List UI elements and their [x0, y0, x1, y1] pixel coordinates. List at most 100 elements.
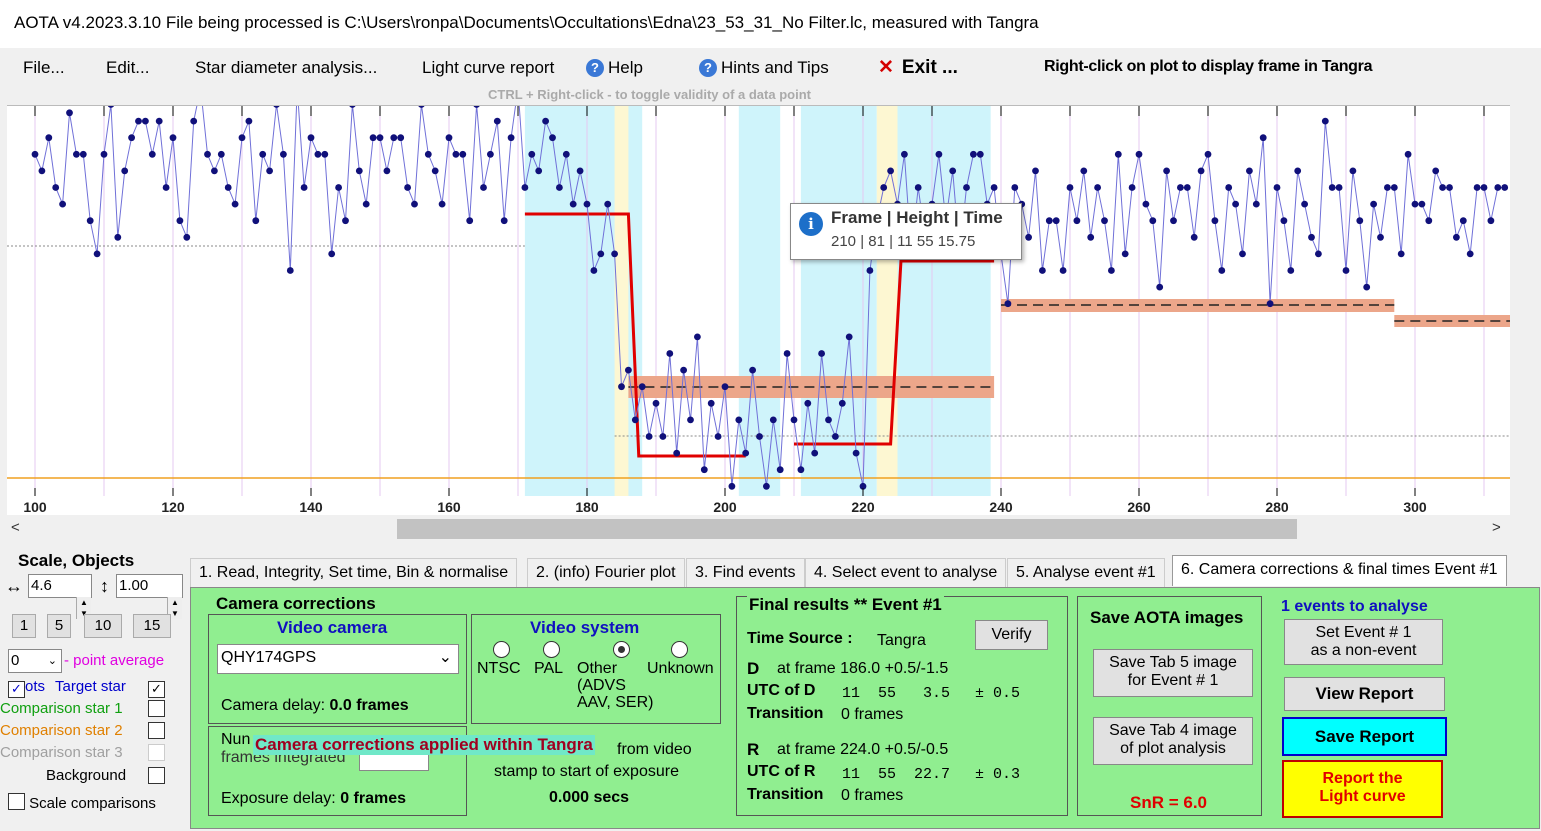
checkbox[interactable]: [148, 767, 165, 784]
camera-delay-label: Camera delay:: [221, 697, 326, 714]
tab-find-events[interactable]: 3. Find events: [686, 558, 805, 587]
data-point: [259, 150, 267, 158]
background-checkbox[interactable]: [148, 767, 165, 786]
data-point: [1163, 167, 1170, 175]
tab-fourier[interactable]: 2. (info) Fourier plot: [527, 558, 685, 587]
x-tick-label: 120: [161, 499, 185, 515]
data-point: [183, 233, 191, 241]
d-fit-line: [524, 212, 746, 458]
comparison-star-2-checkbox[interactable]: [148, 722, 165, 741]
tab-select-event[interactable]: 4. Select event to analyse: [805, 558, 1007, 587]
comparison-star-1-checkbox[interactable]: [148, 700, 165, 719]
checkbox[interactable]: [148, 722, 165, 739]
tab-read-integrity[interactable]: 1. Read, Integrity, Set time, Bin & norm…: [190, 558, 518, 587]
horizontal-scale-spinner[interactable]: 4.6 ▲▼: [28, 574, 92, 619]
data-point: [1177, 184, 1184, 191]
data-point: [1404, 150, 1412, 158]
scroll-right-icon[interactable]: >: [1492, 519, 1501, 536]
menu-help[interactable]: ? Help: [586, 58, 643, 78]
close-icon: ✕: [878, 57, 894, 78]
menu-star-diameter[interactable]: Star diameter analysis...: [195, 58, 378, 77]
point-average-select[interactable]: 0 ⌄: [8, 649, 62, 673]
radio-unknown[interactable]: [671, 641, 688, 662]
comparison-star-2-label: Comparison star 2: [0, 722, 123, 739]
menu-light-curve-report[interactable]: Light curve report: [422, 58, 555, 77]
scroll-left-icon[interactable]: <: [11, 519, 20, 536]
set-non-event-button[interactable]: Set Event # 1 as a non-event: [1284, 619, 1443, 665]
data-point: [1114, 150, 1122, 158]
scale-comparisons-checkbox[interactable]: [8, 793, 25, 810]
checkbox[interactable]: [148, 700, 165, 717]
radio-button[interactable]: [493, 641, 510, 658]
data-point: [1066, 184, 1074, 191]
data-point: [1039, 267, 1046, 274]
data-point: [866, 267, 874, 274]
vscale-value: 1.00: [119, 577, 149, 594]
data-point: [914, 184, 922, 191]
view-report-button[interactable]: View Report: [1284, 677, 1445, 711]
comparison-star-3-checkbox[interactable]: [148, 744, 165, 763]
plots-checkbox-row[interactable]: ✓ ots: [8, 678, 45, 698]
scale-comparisons-row[interactable]: Scale comparisons: [8, 793, 156, 812]
radio-button[interactable]: [613, 641, 630, 658]
data-point: [535, 167, 543, 175]
radio-other[interactable]: [613, 641, 630, 662]
checkbox[interactable]: [148, 744, 165, 761]
exposure-delay: Exposure delay: 0 frames: [221, 790, 406, 808]
utc-r-value: 11 55 22.7: [842, 766, 951, 783]
menu-file[interactable]: File...: [23, 58, 65, 77]
time-source-label: Time Source :: [747, 630, 853, 647]
data-point: [45, 134, 53, 142]
menu-exit[interactable]: ✕ Exit ...: [878, 56, 958, 79]
data-point: [1370, 200, 1377, 208]
checkbox[interactable]: ✓: [148, 681, 165, 698]
target-star-checkbox[interactable]: ✓: [148, 678, 165, 698]
vertical-scale-spinner[interactable]: 1.00 ▲ ▼: [116, 574, 183, 619]
verify-button[interactable]: Verify: [975, 620, 1048, 650]
scale-button-15[interactable]: 15: [133, 614, 171, 638]
data-point: [211, 167, 218, 175]
report-light-curve-button[interactable]: Report the Light curve: [1282, 760, 1443, 818]
data-point: [245, 117, 253, 125]
plot-svg[interactable]: 100 120 140 160 180 200 220 240 260 280 300: [7, 106, 1510, 516]
spinner-arrows-icon[interactable]: ▲▼: [76, 597, 91, 619]
data-point: [949, 167, 957, 175]
light-curve-plot[interactable]: 100 120 140 160 180 200 220 240 260 280 300: [7, 105, 1510, 516]
camera-select[interactable]: QHY174GPS ⌄: [217, 644, 459, 674]
spinner-arrows-icon[interactable]: ▲▼: [167, 597, 182, 619]
data-point: [487, 150, 494, 158]
data-point: [1142, 200, 1150, 208]
data-point: [1377, 233, 1384, 241]
radio-button[interactable]: [671, 641, 688, 658]
plots-label: ots: [25, 678, 46, 695]
tab-analyse-event[interactable]: 5. Analyse event #1: [1007, 558, 1165, 587]
data-point: [1328, 184, 1336, 191]
data-point: [307, 134, 315, 142]
data-point: [935, 150, 943, 158]
x-tick-label: 220: [851, 499, 875, 515]
radio-ntsc[interactable]: [493, 641, 510, 662]
data-point: [335, 184, 342, 191]
save-report-button[interactable]: Save Report: [1282, 717, 1447, 756]
data-point: [1432, 167, 1440, 175]
radio-button[interactable]: [543, 641, 560, 658]
save-tab4-button[interactable]: Save Tab 4 image of plot analysis: [1093, 717, 1253, 765]
data-point: [404, 184, 411, 191]
scrollbar-thumb[interactable]: [397, 519, 1297, 539]
plot-scrollbar[interactable]: < >: [7, 515, 1510, 543]
d-uncertainty-shade: [614, 106, 629, 496]
save-tab5-button[interactable]: Save Tab 5 image for Event # 1: [1093, 649, 1253, 697]
scale-button-5[interactable]: 5: [47, 614, 71, 638]
radio-pal[interactable]: [543, 641, 560, 662]
tab-camera-corrections[interactable]: 6. Camera corrections & final times Even…: [1172, 555, 1507, 586]
data-point: [169, 134, 177, 142]
menu-hints[interactable]: ? Hints and Tips: [699, 58, 829, 78]
scale-button-10[interactable]: 10: [84, 614, 122, 638]
pal-label: PAL: [534, 660, 564, 677]
data-point: [901, 150, 908, 158]
scale-button-1[interactable]: 1: [12, 614, 36, 638]
x-tick-label: 260: [1127, 499, 1151, 515]
plots-checkbox[interactable]: ✓: [8, 681, 25, 698]
video-system-group: Video system NTSC PAL Other (ADVS AAV, S…: [471, 614, 721, 724]
menu-edit[interactable]: Edit...: [106, 58, 150, 77]
